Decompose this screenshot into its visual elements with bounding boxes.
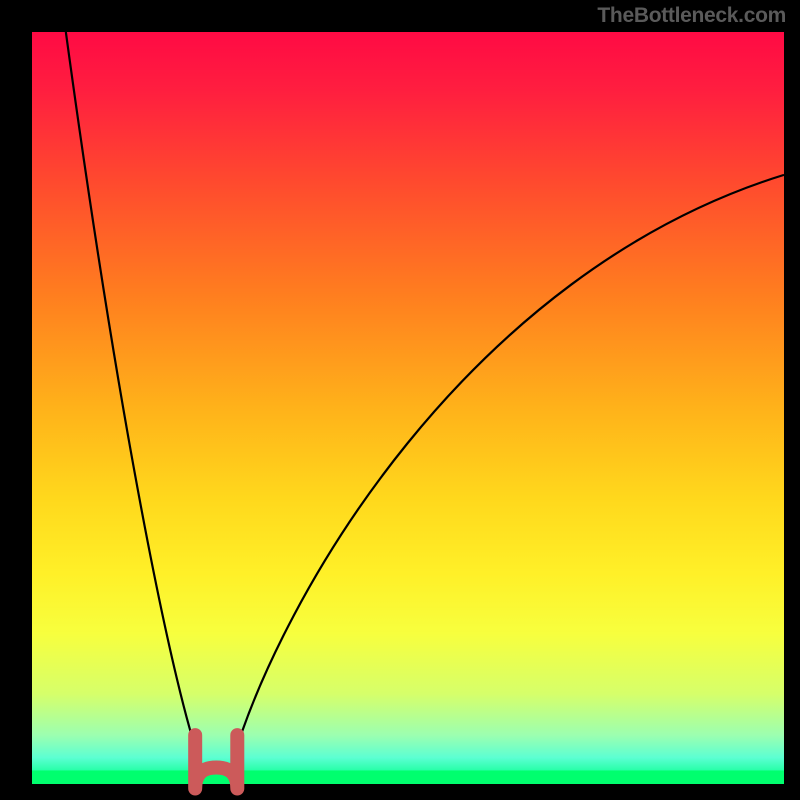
bottleneck-curve-chart	[0, 0, 800, 800]
plot-background	[32, 32, 784, 784]
bottom-green-strip	[32, 770, 784, 784]
chart-container: TheBottleneck.com	[0, 0, 800, 800]
watermark-text: TheBottleneck.com	[597, 4, 786, 28]
